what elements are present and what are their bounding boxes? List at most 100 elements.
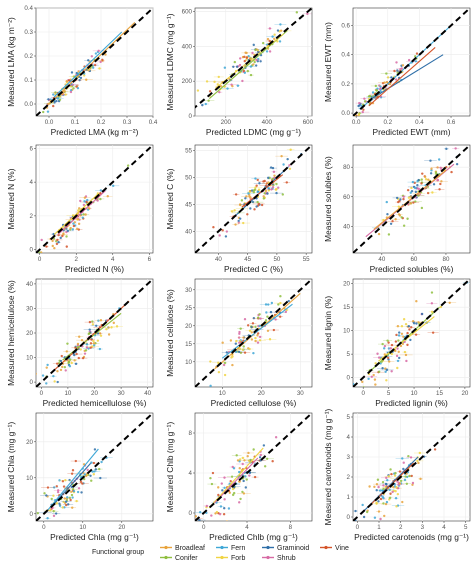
data-point bbox=[377, 500, 380, 503]
legend-label: Vine bbox=[335, 545, 349, 552]
data-point bbox=[76, 490, 80, 494]
one-to-one-line bbox=[353, 279, 470, 387]
legend-item: Broadleaf bbox=[160, 545, 205, 552]
data-point bbox=[56, 238, 59, 242]
x-tick-label: 0 bbox=[42, 524, 46, 531]
data-point bbox=[284, 310, 288, 314]
data-point bbox=[69, 90, 73, 94]
data-point bbox=[79, 480, 83, 484]
legend-swatch-point bbox=[164, 545, 168, 550]
x-tick-label: 40 bbox=[144, 390, 151, 397]
data-point bbox=[394, 497, 398, 500]
data-point bbox=[268, 27, 272, 30]
data-point bbox=[418, 451, 422, 455]
data-point bbox=[390, 352, 394, 356]
data-point bbox=[72, 87, 75, 90]
data-point bbox=[82, 213, 85, 216]
data-point bbox=[377, 510, 381, 513]
data-point bbox=[256, 316, 260, 319]
y-tick-label: 3 bbox=[347, 454, 351, 461]
data-point bbox=[349, 391, 351, 393]
data-point bbox=[395, 505, 398, 508]
plot-area bbox=[36, 413, 153, 521]
data-point bbox=[85, 346, 89, 349]
y-tick-label: 10 bbox=[185, 359, 192, 366]
data-point bbox=[370, 375, 373, 379]
data-point bbox=[247, 459, 251, 462]
one-to-one-line bbox=[195, 8, 312, 109]
data-point bbox=[99, 189, 103, 192]
data-point bbox=[397, 350, 400, 354]
panel-grid: 0.0 0.1 0.2 0.3 0.40.00.10.20.30.4Predicted … bbox=[6, 5, 471, 542]
data-point bbox=[386, 356, 390, 359]
y-tick-label: 4 bbox=[189, 470, 193, 477]
data-point bbox=[77, 222, 81, 226]
data-point bbox=[385, 379, 388, 382]
data-point bbox=[58, 502, 61, 505]
data-point bbox=[75, 499, 78, 503]
data-point bbox=[97, 319, 100, 322]
data-point bbox=[71, 469, 75, 472]
data-point bbox=[252, 191, 255, 194]
data-point bbox=[259, 453, 262, 457]
data-point bbox=[402, 195, 405, 198]
data-point bbox=[234, 223, 237, 226]
data-point bbox=[83, 473, 87, 476]
x-tick-label: 40 bbox=[378, 256, 385, 263]
legend-item: Vine bbox=[320, 545, 349, 552]
data-point bbox=[184, 387, 186, 389]
data-point bbox=[256, 200, 259, 204]
data-point bbox=[217, 370, 221, 374]
y-tick-label: 0 bbox=[30, 511, 34, 518]
x-tick-label: 0.4 bbox=[415, 119, 424, 126]
plot-area bbox=[353, 8, 470, 116]
data-point bbox=[91, 323, 95, 326]
fit-line bbox=[48, 22, 136, 105]
data-point bbox=[414, 190, 418, 194]
data-point bbox=[83, 352, 87, 355]
data-point bbox=[45, 366, 48, 369]
data-point bbox=[218, 234, 221, 237]
data-point bbox=[244, 486, 247, 489]
data-point bbox=[404, 353, 408, 357]
data-point bbox=[382, 502, 385, 505]
data-point bbox=[374, 88, 378, 92]
data-point bbox=[259, 60, 262, 63]
data-point bbox=[395, 61, 398, 64]
data-point bbox=[69, 358, 72, 361]
data-point bbox=[95, 324, 98, 328]
legend-swatch-point bbox=[266, 545, 270, 550]
data-point bbox=[245, 478, 248, 481]
y-tick-label: 20 bbox=[185, 323, 192, 330]
data-point bbox=[448, 301, 451, 304]
data-point bbox=[252, 43, 255, 47]
data-point bbox=[69, 498, 72, 502]
data-point bbox=[361, 380, 364, 384]
plot-area bbox=[195, 145, 312, 253]
data-point bbox=[421, 172, 424, 175]
y-tick-label: 30 bbox=[185, 287, 192, 294]
legend-item: Forb bbox=[216, 555, 246, 562]
legend-item: Fern bbox=[216, 545, 246, 552]
data-point bbox=[71, 506, 74, 509]
data-point bbox=[262, 444, 266, 447]
data-point bbox=[88, 320, 92, 324]
data-point bbox=[268, 39, 271, 43]
data-point bbox=[371, 91, 375, 94]
data-point bbox=[90, 461, 93, 464]
data-point bbox=[61, 234, 64, 238]
data-point bbox=[376, 478, 380, 481]
data-point bbox=[430, 167, 433, 170]
x-tick-label: 0 bbox=[38, 256, 42, 263]
data-point bbox=[406, 217, 409, 220]
data-point bbox=[234, 193, 238, 196]
data-point bbox=[241, 348, 245, 352]
y-axis-title: Measured LMA (kg m⁻²) bbox=[6, 17, 16, 107]
data-point bbox=[252, 351, 255, 355]
data-point bbox=[79, 348, 82, 351]
data-point bbox=[213, 80, 216, 84]
legend-label: Fern bbox=[231, 545, 246, 552]
data-point bbox=[270, 301, 274, 305]
fit-line bbox=[368, 46, 436, 107]
